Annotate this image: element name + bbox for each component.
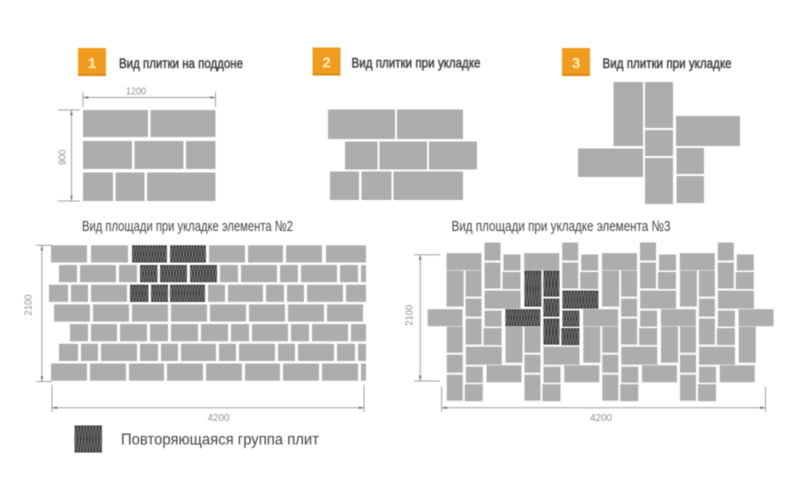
svg-text:Вид площади при укладке элемен: Вид площади при укладке элемента №3 [452,218,671,235]
svg-text:1: 1 [88,55,96,72]
svg-text:1200: 1200 [126,86,146,98]
svg-text:Вид плитки при укладке: Вид плитки при укладке [603,56,732,71]
svg-text:2: 2 [322,55,330,72]
svg-text:Вид плитки при укладке: Вид плитки при укладке [352,56,481,71]
svg-text:2100: 2100 [404,304,415,325]
svg-text:2100: 2100 [23,294,34,315]
svg-text:900: 900 [58,149,69,165]
svg-text:Вид площади при укладке элемен: Вид площади при укладке элемента №2 [82,218,293,235]
svg-text:4200: 4200 [208,412,230,424]
svg-text:4200: 4200 [590,412,612,424]
svg-text:Повторяющаяся группа плит: Повторяющаяся группа плит [121,432,319,449]
svg-text:3: 3 [572,55,580,72]
svg-text:Вид плитки на поддоне: Вид плитки на поддоне [119,56,243,71]
